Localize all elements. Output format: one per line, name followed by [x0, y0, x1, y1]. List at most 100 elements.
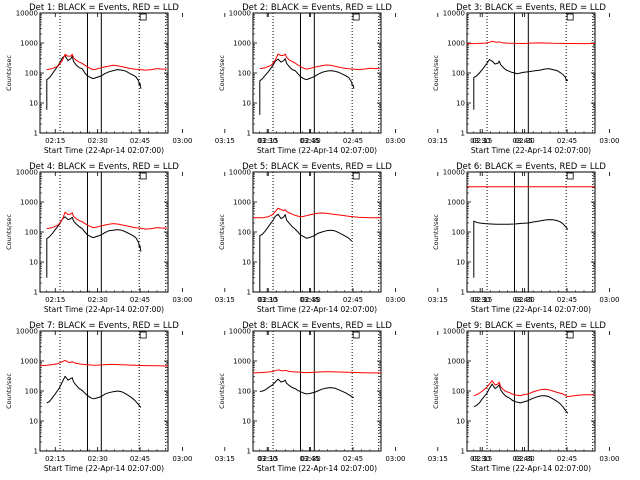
- plot-frame: [39, 171, 169, 293]
- detector-panel-7: Det 7: BLACK = Events, RED = LLD Counts/s…: [5, 321, 320, 473]
- x-axis-label: Start Time (22-Apr-14 02:07:00): [257, 305, 377, 314]
- x-tick-label: 02:45: [343, 455, 363, 463]
- y-tick-label: 10: [456, 100, 465, 108]
- x-tick-label: 02:15: [45, 137, 65, 145]
- y-tick-label: 1000: [20, 40, 38, 48]
- x-tick-label: 03:45: [512, 296, 532, 304]
- x-axis-label: Start Time (22-Apr-14 02:07:00): [471, 146, 591, 155]
- y-axis-label: Counts/sec: [5, 55, 13, 91]
- y-tick-label: 100: [25, 388, 38, 396]
- x-tick-label: 03:30: [470, 455, 490, 463]
- y-tick-label: 100: [238, 229, 251, 237]
- y-axis-label: Counts/sec: [432, 55, 440, 91]
- x-tick-label: 03:15: [215, 296, 235, 304]
- x-axis-label: Start Time (22-Apr-14 02:07:00): [257, 146, 377, 155]
- x-tick-label: 03:45: [512, 137, 532, 145]
- x-tick-label: 02:15: [258, 137, 278, 145]
- plot-frame: [466, 171, 596, 293]
- panel-title: Det 7: BLACK = Events, RED = LLD: [29, 321, 179, 331]
- lld-series-line: [252, 369, 381, 374]
- x-tick-label: 03:15: [215, 137, 235, 145]
- x-tick-label: 02:15: [258, 455, 278, 463]
- x-axis-label: Start Time (22-Apr-14 02:07:00): [44, 146, 164, 155]
- events-series-line: [46, 55, 142, 110]
- y-tick-label: 100: [238, 70, 251, 78]
- x-axis-label: Start Time (22-Apr-14 02:07:00): [471, 305, 591, 314]
- y-tick-label: 100: [452, 388, 465, 396]
- panel-title: Det 5: BLACK = Events, RED = LLD: [242, 162, 392, 172]
- x-tick-label: 03:15: [428, 455, 448, 463]
- x-tick-label: 03:00: [172, 455, 192, 463]
- y-tick-label: 1: [461, 448, 465, 456]
- x-tick-label: 03:30: [257, 296, 277, 304]
- y-tick-label: 1000: [20, 199, 38, 207]
- y-tick-label: 100: [25, 70, 38, 78]
- x-tick-label: 02:30: [88, 455, 108, 463]
- y-tick-label: 10: [242, 418, 251, 426]
- plot-frame: [39, 330, 169, 452]
- corner-marker-box: [566, 172, 574, 180]
- y-axis-label: Counts/sec: [218, 373, 226, 409]
- x-tick-label: 02:30: [301, 455, 321, 463]
- detector-panel-9: Det 9: BLACK = Events, RED = LLD Counts/s…: [432, 321, 620, 473]
- x-tick-label: 03:00: [172, 296, 192, 304]
- x-tick-label: 02:30: [515, 137, 535, 145]
- y-tick-label: 1: [247, 448, 251, 456]
- y-axis-label: Counts/sec: [5, 373, 13, 409]
- detector-panel-8: Det 8: BLACK = Events, RED = LLD Counts/s…: [218, 321, 533, 473]
- x-tick-label: 02:30: [301, 296, 321, 304]
- y-tick-label: 10000: [443, 10, 465, 18]
- lld-series-line: [46, 211, 167, 230]
- panel-title: Det 8: BLACK = Events, RED = LLD: [242, 321, 392, 331]
- y-tick-label: 10: [29, 100, 38, 108]
- x-tick-label: 03:00: [599, 137, 619, 145]
- x-tick-label: 03:00: [385, 296, 405, 304]
- x-tick-label: 02:45: [343, 137, 363, 145]
- detector-panel-5: Det 5: BLACK = Events, RED = LLD Counts/s…: [218, 162, 533, 314]
- lld-series-line: [466, 40, 596, 45]
- x-tick-label: 02:45: [130, 137, 150, 145]
- x-tick-label: 03:30: [470, 137, 490, 145]
- corner-marker-box: [352, 172, 360, 180]
- lld-series-line: [46, 53, 167, 71]
- x-tick-label: 02:30: [515, 296, 535, 304]
- x-tick-label: 02:30: [88, 296, 108, 304]
- x-tick-label: 02:30: [515, 455, 535, 463]
- panel-title: Det 3: BLACK = Events, RED = LLD: [456, 3, 606, 13]
- x-tick-label: 03:30: [257, 455, 277, 463]
- panel-title: Det 6: BLACK = Events, RED = LLD: [456, 162, 606, 172]
- y-tick-label: 10: [242, 259, 251, 267]
- y-tick-label: 10: [29, 418, 38, 426]
- y-tick-label: 1: [34, 448, 38, 456]
- plot-frame: [466, 12, 596, 134]
- lld-series-line: [253, 207, 381, 219]
- y-tick-label: 1000: [233, 358, 251, 366]
- y-tick-label: 1000: [447, 358, 465, 366]
- lld-series-line: [473, 380, 594, 398]
- y-tick-label: 10: [456, 418, 465, 426]
- x-tick-label: 03:45: [512, 455, 532, 463]
- y-tick-label: 10: [29, 259, 38, 267]
- x-tick-label: 03:45: [299, 137, 319, 145]
- y-tick-label: 100: [452, 70, 465, 78]
- x-tick-label: 03:15: [428, 296, 448, 304]
- x-axis-label: Start Time (22-Apr-14 02:07:00): [471, 464, 591, 473]
- y-tick-label: 10000: [443, 328, 465, 336]
- corner-marker-box: [566, 13, 574, 21]
- y-tick-label: 1: [247, 289, 251, 297]
- y-tick-label: 10000: [443, 169, 465, 177]
- y-tick-label: 100: [25, 229, 38, 237]
- x-tick-label: 03:15: [215, 455, 235, 463]
- panel-title: Det 2: BLACK = Events, RED = LLD: [242, 3, 392, 13]
- y-axis-label: Counts/sec: [432, 373, 440, 409]
- events-series-line: [473, 219, 569, 278]
- y-tick-label: 1: [461, 289, 465, 297]
- detector-panel-2: Det 2: BLACK = Events, RED = LLD Counts/s…: [218, 3, 533, 155]
- y-axis-label: Counts/sec: [432, 214, 440, 250]
- y-tick-label: 10: [242, 100, 251, 108]
- x-tick-label: 03:45: [299, 455, 319, 463]
- x-tick-label: 03:30: [470, 296, 490, 304]
- y-axis-label: Counts/sec: [218, 214, 226, 250]
- y-tick-label: 10000: [229, 10, 251, 18]
